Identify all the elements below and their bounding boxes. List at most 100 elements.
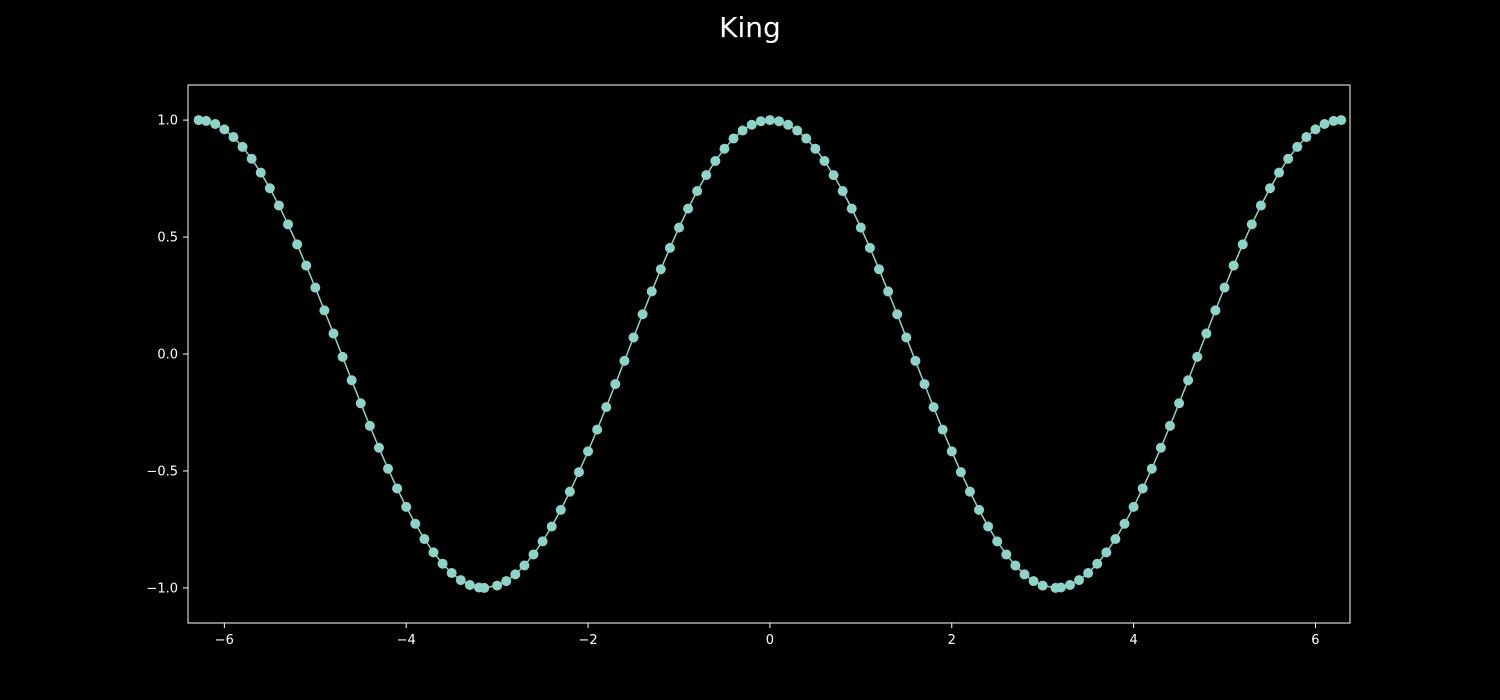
data-point [1283, 153, 1294, 164]
data-point [292, 239, 303, 250]
data-point [564, 486, 575, 497]
y-axis: 1.0 0.5 0.0 −0.5 −1.0 [146, 114, 188, 596]
data-point [919, 379, 930, 390]
y-tick-label: 0.5 [157, 231, 178, 246]
data-point [746, 119, 757, 130]
data-point [364, 420, 375, 431]
data-point [255, 167, 266, 178]
data-point [246, 153, 257, 164]
data-point [528, 549, 539, 560]
data-point [1055, 582, 1066, 593]
data-point [901, 332, 912, 343]
data-point [646, 286, 657, 297]
data-point [1019, 569, 1030, 580]
data-point [355, 398, 366, 409]
x-tick-label: 0 [766, 633, 774, 648]
y-tick-label: 1.0 [157, 114, 178, 129]
data-point [310, 282, 321, 293]
data-point [664, 242, 675, 253]
data-point [701, 170, 712, 181]
data-point [683, 203, 694, 214]
data-point [1101, 547, 1112, 558]
data-point [946, 446, 957, 457]
data-point [1001, 549, 1012, 560]
data-point [437, 558, 448, 569]
data-point [193, 115, 204, 126]
data-point [1192, 351, 1203, 362]
x-tick-label: −2 [578, 633, 597, 648]
data-point [583, 446, 594, 457]
data-point [1074, 575, 1085, 586]
data-point [837, 186, 848, 197]
data-point [319, 305, 330, 316]
data-point [264, 183, 275, 194]
data-point [810, 143, 821, 154]
data-point [719, 143, 730, 154]
data-point [601, 402, 612, 413]
x-tick-label: 4 [1129, 633, 1137, 648]
data-point [955, 467, 966, 478]
data-point [283, 219, 294, 230]
data-point [1219, 282, 1230, 293]
data-point [328, 328, 339, 339]
plot-area [193, 115, 1347, 593]
data-point [301, 260, 312, 271]
data-point [337, 351, 348, 362]
data-point [546, 521, 557, 532]
data-point [401, 501, 412, 512]
y-tick-label: 0.0 [157, 348, 178, 363]
data-point [1301, 132, 1312, 143]
data-point [410, 518, 421, 529]
data-point [237, 141, 248, 152]
data-point [519, 560, 530, 571]
data-point [373, 442, 384, 453]
data-point [864, 242, 875, 253]
data-point [619, 355, 630, 366]
data-point [964, 486, 975, 497]
data-point [801, 133, 812, 144]
x-tick-label: −4 [397, 633, 416, 648]
data-point [883, 286, 894, 297]
data-point [928, 402, 939, 413]
data-point [392, 483, 403, 494]
data-point [446, 568, 457, 579]
data-point [992, 536, 1003, 547]
data-point [855, 222, 866, 233]
data-point [892, 309, 903, 320]
data-point [1128, 501, 1139, 512]
data-point [1336, 115, 1347, 126]
data-point [983, 521, 994, 532]
data-point [737, 125, 748, 136]
data-point [1174, 398, 1185, 409]
data-point [628, 332, 639, 343]
data-point [1310, 124, 1321, 135]
data-point [479, 582, 490, 593]
data-point [419, 534, 430, 545]
data-point [874, 264, 885, 275]
data-point [1210, 305, 1221, 316]
x-tick-label: −6 [215, 633, 234, 648]
data-point [464, 579, 475, 590]
x-tick-label: 6 [1311, 633, 1319, 648]
data-point [1010, 560, 1021, 571]
data-point [1183, 375, 1194, 386]
data-point [828, 170, 839, 181]
data-point [592, 424, 603, 435]
data-point [1228, 260, 1239, 271]
data-point [1028, 576, 1039, 587]
data-point [346, 375, 357, 386]
data-point [501, 576, 512, 587]
data-point [1083, 568, 1094, 579]
data-point [783, 119, 794, 130]
data-point [819, 155, 830, 166]
x-axis: −6 −4 −2 0 2 4 6 [215, 623, 1320, 648]
data-point [510, 569, 521, 580]
data-point [974, 504, 985, 515]
data-point [1155, 442, 1166, 453]
data-point [655, 264, 666, 275]
data-point [1255, 200, 1266, 211]
data-point [728, 133, 739, 144]
data-point [219, 124, 230, 135]
